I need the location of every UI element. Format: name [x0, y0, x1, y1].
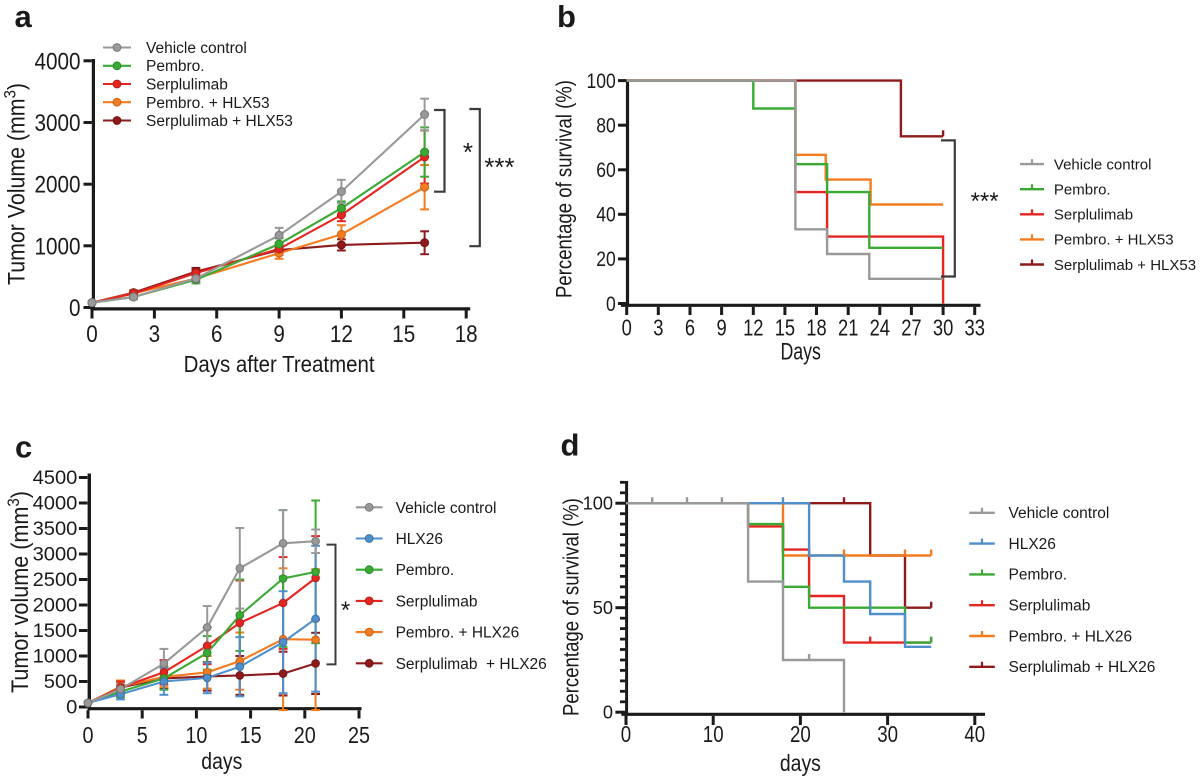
svg-text:50: 50	[593, 597, 613, 618]
svg-text:Vehicle control: Vehicle control	[1054, 156, 1152, 173]
svg-text:Serplulimab + HLX26: Serplulimab + HLX26	[396, 656, 547, 673]
svg-text:21: 21	[838, 314, 858, 340]
svg-text:Vehicle control: Vehicle control	[396, 500, 497, 517]
svg-text:3000: 3000	[33, 545, 78, 566]
svg-text:Pembro.: Pembro.	[146, 58, 205, 75]
svg-text:0: 0	[603, 702, 613, 723]
svg-text:24: 24	[870, 314, 890, 340]
svg-text:2000: 2000	[33, 596, 78, 617]
svg-text:a: a	[15, 0, 33, 34]
svg-text:Pembro. + HLX26: Pembro. + HLX26	[1009, 628, 1133, 645]
svg-text:c: c	[15, 430, 32, 465]
svg-text:*: *	[341, 597, 350, 624]
svg-text:1500: 1500	[33, 621, 78, 642]
svg-text:0: 0	[69, 295, 81, 322]
svg-text:3500: 3500	[33, 519, 78, 540]
svg-text:100: 100	[583, 493, 613, 514]
svg-text:33: 33	[965, 314, 985, 340]
svg-text:9: 9	[717, 314, 727, 340]
svg-text:1000: 1000	[33, 647, 78, 668]
svg-text:40: 40	[596, 203, 616, 227]
svg-text:HLX26: HLX26	[1009, 536, 1056, 553]
svg-text:60: 60	[596, 158, 616, 182]
svg-text:15: 15	[775, 314, 795, 340]
svg-text:Pembro.: Pembro.	[1054, 182, 1111, 199]
svg-text:0: 0	[606, 292, 616, 316]
svg-text:18: 18	[806, 314, 826, 340]
svg-text:0: 0	[622, 314, 632, 340]
svg-text:Pembro.: Pembro.	[1009, 567, 1068, 584]
svg-text:30: 30	[877, 721, 898, 747]
svg-text:3: 3	[149, 321, 161, 348]
svg-text:***: ***	[971, 188, 999, 215]
svg-text:Days after Treatment: Days after Treatment	[184, 351, 375, 377]
svg-text:d: d	[561, 428, 580, 463]
svg-text:10: 10	[703, 721, 724, 747]
svg-text:Serplulimab: Serplulimab	[1009, 598, 1091, 615]
svg-text:Vehicle control: Vehicle control	[1009, 505, 1110, 522]
svg-text:10: 10	[185, 722, 207, 748]
svg-text:*: *	[463, 137, 473, 167]
svg-text:Serplulimab: Serplulimab	[146, 77, 228, 94]
svg-text:15: 15	[240, 722, 262, 748]
svg-text:b: b	[557, 0, 576, 34]
svg-text:30: 30	[933, 314, 953, 340]
svg-text:6: 6	[685, 314, 695, 340]
svg-text:27: 27	[901, 314, 921, 340]
svg-text:Pembro.: Pembro.	[396, 562, 455, 579]
svg-text:12: 12	[743, 314, 763, 340]
svg-text:Pembro. + HLX53: Pembro. + HLX53	[1054, 232, 1174, 249]
svg-text:15: 15	[392, 321, 415, 348]
svg-text:25: 25	[348, 722, 370, 748]
svg-text:3000: 3000	[35, 110, 81, 137]
svg-text:4000: 4000	[35, 48, 81, 75]
svg-text:20: 20	[596, 247, 616, 271]
svg-text:Serplulimab + HLX26: Serplulimab + HLX26	[1009, 659, 1156, 676]
svg-text:80: 80	[596, 114, 616, 138]
svg-text:Serplulimab + HLX53: Serplulimab + HLX53	[146, 113, 293, 130]
svg-text:Percentage of survival (%): Percentage of survival (%)	[552, 80, 577, 298]
svg-text:2000: 2000	[35, 172, 81, 199]
svg-text:***: ***	[484, 152, 514, 182]
svg-text:Vehicle control: Vehicle control	[146, 40, 247, 57]
svg-text:4000: 4000	[33, 494, 78, 515]
svg-text:Serplulimab: Serplulimab	[396, 593, 478, 610]
svg-text:HLX26: HLX26	[396, 531, 443, 548]
svg-text:Tumor Volume (mm3): Tumor Volume (mm3)	[0, 83, 31, 285]
svg-text:20: 20	[790, 721, 811, 747]
svg-text:Serplulimab: Serplulimab	[1054, 207, 1133, 224]
svg-text:4500: 4500	[33, 468, 78, 489]
svg-text:days: days	[201, 748, 242, 774]
svg-text:3: 3	[653, 314, 663, 340]
svg-text:500: 500	[44, 672, 78, 693]
svg-text:2500: 2500	[33, 570, 78, 591]
svg-text:100: 100	[587, 69, 616, 93]
svg-text:Pembro. + HLX53: Pembro. + HLX53	[146, 95, 270, 112]
svg-text:Percentage of survival (%): Percentage of survival (%)	[559, 498, 584, 716]
svg-text:days: days	[780, 750, 821, 776]
svg-text:1000: 1000	[35, 233, 81, 260]
svg-text:Days: Days	[780, 339, 821, 366]
svg-text:Tumor volume (mm3): Tumor volume (mm3)	[4, 491, 35, 693]
svg-text:40: 40	[964, 721, 985, 747]
svg-text:20: 20	[294, 722, 316, 748]
svg-text:0: 0	[83, 722, 94, 748]
svg-text:18: 18	[455, 321, 478, 348]
svg-text:0: 0	[621, 721, 631, 747]
svg-text:0: 0	[66, 698, 77, 719]
svg-text:12: 12	[330, 321, 353, 348]
svg-text:6: 6	[211, 321, 223, 348]
svg-text:5: 5	[137, 722, 148, 748]
svg-text:Serplulimab + HLX53: Serplulimab + HLX53	[1054, 257, 1196, 274]
svg-text:Pembro. + HLX26: Pembro. + HLX26	[396, 625, 520, 642]
svg-text:0: 0	[86, 321, 98, 348]
svg-text:9: 9	[273, 321, 285, 348]
